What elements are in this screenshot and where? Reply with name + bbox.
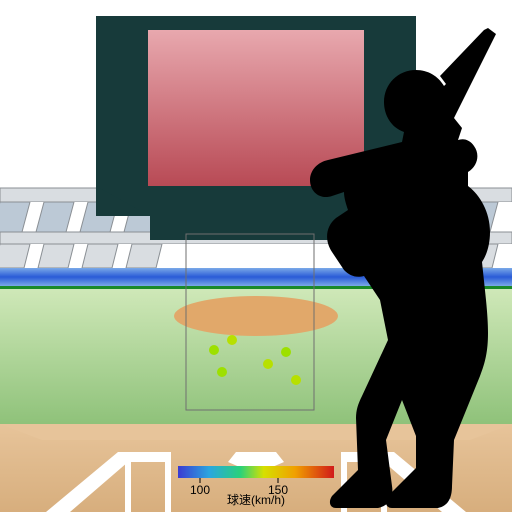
stadium-pillar <box>82 244 118 268</box>
pitch-marker <box>263 359 273 369</box>
speed-colorbar <box>178 466 334 478</box>
pitch-marker <box>209 345 219 355</box>
pitch-marker <box>227 335 237 345</box>
colorbar-title: 球速(km/h) <box>227 493 285 507</box>
pitch-marker <box>281 347 291 357</box>
pitchers-mound <box>174 296 338 336</box>
stadium-pillar <box>38 244 74 268</box>
stadium-pillar <box>126 244 162 268</box>
pitch-marker <box>291 375 301 385</box>
pitch-marker <box>217 367 227 377</box>
colorbar-tick-label: 100 <box>190 483 210 497</box>
